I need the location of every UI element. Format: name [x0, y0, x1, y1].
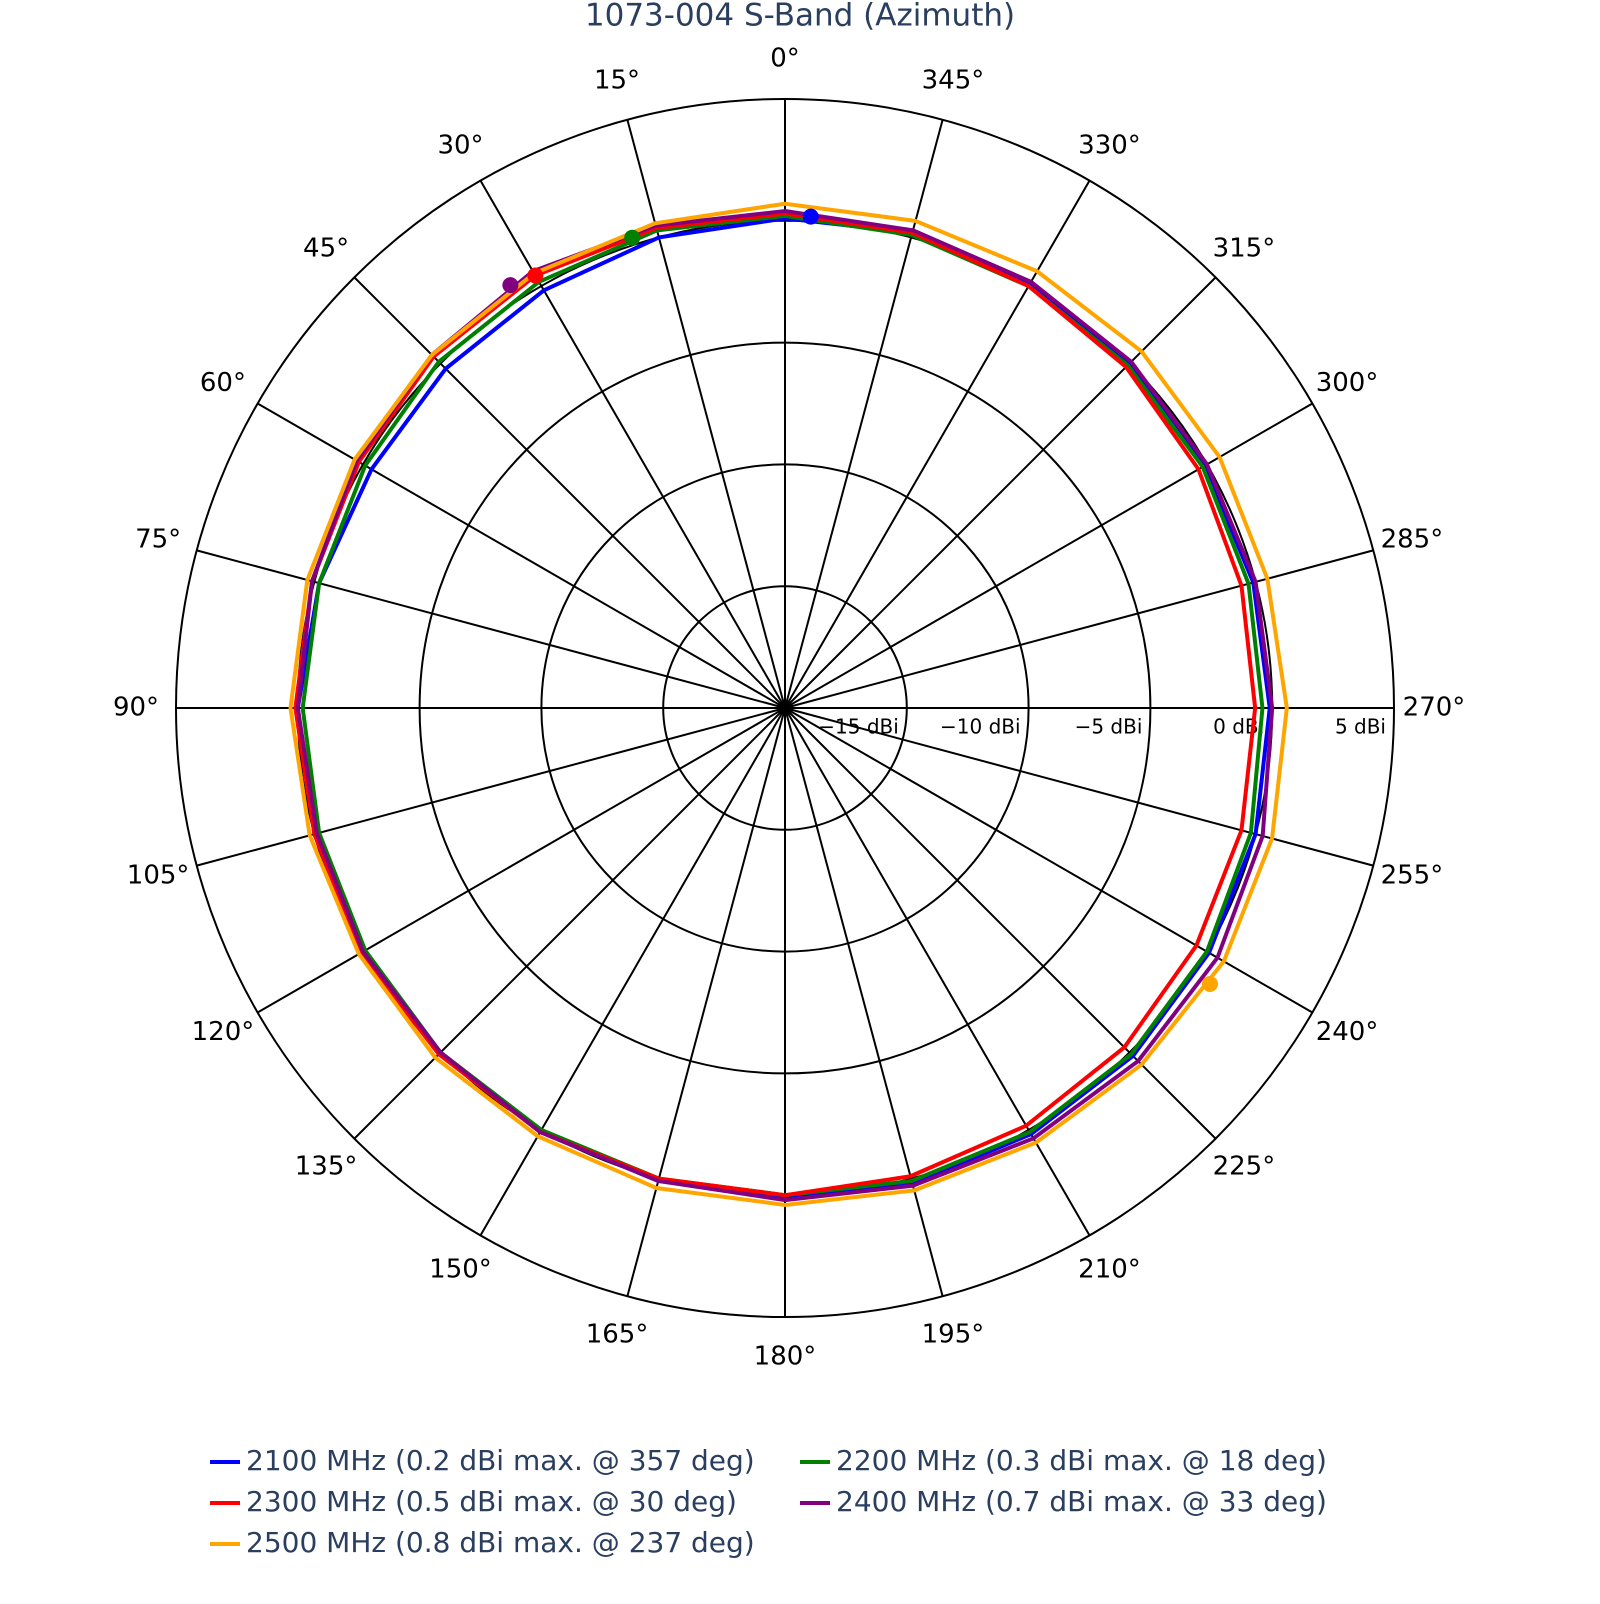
- theta-tick-label: 330°: [1078, 130, 1141, 160]
- theta-tick-label: 75°: [135, 525, 181, 555]
- theta-tick-label: 285°: [1381, 525, 1444, 555]
- spoke: [353, 707, 786, 1140]
- theta-tick-label: 315°: [1213, 234, 1276, 264]
- theta-tick-label: 15°: [594, 66, 640, 96]
- legend-label: 2200 MHz (0.3 dBi max. @ 18 deg): [836, 1444, 1327, 1477]
- theta-tick-label: 30°: [437, 130, 483, 160]
- max-marker: [624, 229, 641, 246]
- spoke: [353, 276, 786, 709]
- theta-tick-label: 180°: [754, 1342, 817, 1372]
- theta-tick-label: 345°: [922, 66, 985, 96]
- r-tick-label: −5 dBi: [1075, 715, 1143, 739]
- spoke: [257, 707, 786, 1014]
- spoke: [479, 707, 786, 1236]
- r-tick-label: 0 dBi: [1213, 715, 1264, 739]
- theta-tick-label: 105°: [127, 860, 190, 890]
- theta-tick-label: 165°: [586, 1319, 649, 1349]
- max-marker: [1201, 975, 1218, 992]
- theta-tick-label: 90°: [113, 693, 159, 723]
- theta-tick-label: 210°: [1078, 1255, 1141, 1285]
- theta-tick-label: 120°: [192, 1017, 255, 1047]
- max-marker: [802, 208, 819, 225]
- theta-tick-label: 270°: [1403, 693, 1466, 723]
- traces: [288, 201, 1289, 1207]
- spoke: [479, 180, 786, 709]
- spoke: [784, 707, 1374, 867]
- theta-tick-label: 135°: [295, 1151, 358, 1181]
- theta-tick-label: 255°: [1381, 860, 1444, 890]
- spoke: [257, 402, 786, 709]
- max-marker: [502, 277, 519, 294]
- spoke: [784, 707, 1313, 1014]
- theta-tick-label: 60°: [200, 368, 246, 398]
- spoke: [784, 549, 1374, 709]
- trace-line: [293, 211, 1258, 1198]
- spoke: [784, 707, 1091, 1236]
- legend-label: 2400 MHz (0.7 dBi max. @ 33 deg): [836, 1485, 1327, 1518]
- chart-title: 1073-004 S-Band (Azimuth): [585, 0, 1015, 34]
- r-tick-label: −10 dBi: [940, 715, 1021, 739]
- spoke: [196, 707, 786, 867]
- theta-tick-label: 300°: [1316, 368, 1379, 398]
- theta-tick-label: 225°: [1213, 1151, 1276, 1181]
- legend: 2100 MHz (0.2 dBi max. @ 357 deg) 2200 MH…: [210, 1444, 1327, 1559]
- legend-label: 2100 MHz (0.2 dBi max. @ 357 deg): [246, 1444, 755, 1477]
- theta-tick-label: 45°: [303, 234, 349, 264]
- max-marker: [527, 267, 544, 284]
- theta-tick-label: 150°: [429, 1255, 492, 1285]
- legend-label: 2500 MHz (0.8 dBi max. @ 237 deg): [246, 1526, 755, 1559]
- spoke: [626, 119, 786, 709]
- r-tick-label: 5 dBi: [1335, 715, 1386, 739]
- spoke: [784, 402, 1313, 709]
- theta-tick-label: 195°: [922, 1319, 985, 1349]
- theta-tick-label: 240°: [1316, 1017, 1379, 1047]
- trace-line: [288, 201, 1289, 1207]
- spoke: [784, 707, 1217, 1140]
- spoke: [784, 180, 1091, 709]
- trace-line: [295, 209, 1275, 1203]
- legend-label: 2300 MHz (0.5 dBi max. @ 30 deg): [246, 1485, 737, 1518]
- spoke: [626, 707, 786, 1297]
- spoke: [196, 549, 786, 709]
- spoke: [784, 707, 944, 1297]
- spoke: [784, 119, 944, 709]
- spoke: [784, 276, 1217, 709]
- theta-tick-label: 0°: [770, 44, 800, 74]
- trace-line: [295, 216, 1272, 1200]
